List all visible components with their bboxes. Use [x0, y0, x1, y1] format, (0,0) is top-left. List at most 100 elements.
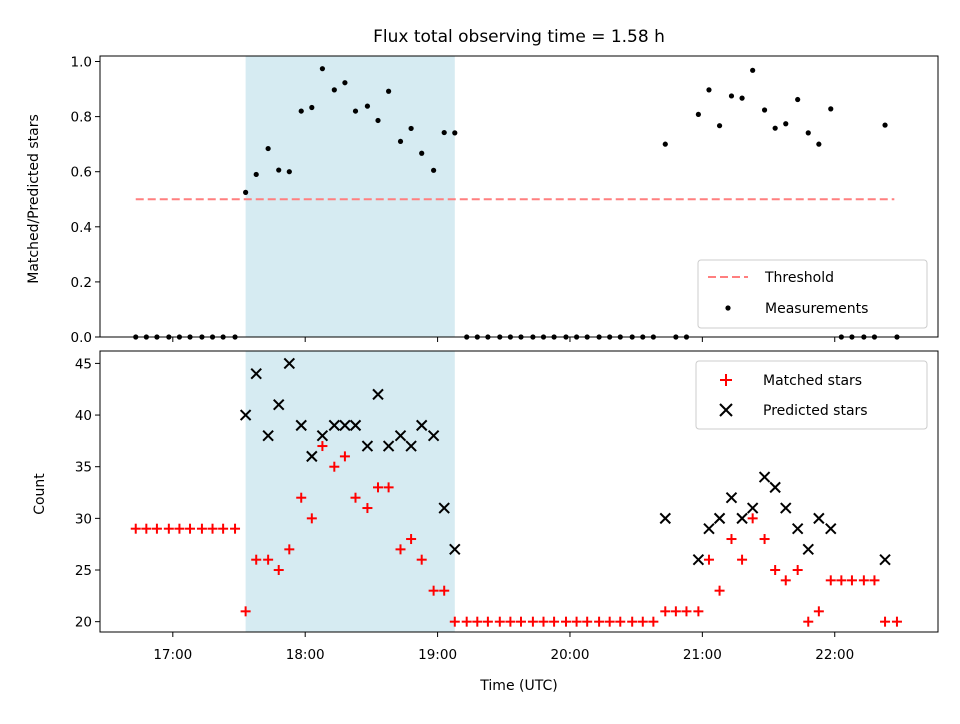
matched-legend-swatch: [720, 374, 732, 386]
measurements-point: [431, 167, 437, 173]
measurements-point: [352, 108, 359, 114]
predicted-stars-point: [295, 419, 307, 432]
predicted-stars-point: [438, 502, 450, 514]
chart-title: Flux total observing time = 1.58 h: [373, 27, 665, 47]
measurements-point: [739, 95, 745, 101]
ratio-y-tick-label: 0.4: [71, 220, 92, 236]
matched-stars-point: [803, 616, 814, 627]
predicted-stars-point: [427, 430, 440, 442]
matched-stars-point: [880, 616, 891, 627]
matched-stars-point: [263, 554, 274, 565]
predicted-stars-point: [692, 553, 705, 566]
matched-stars-point: [185, 523, 196, 534]
matched-stars-point: [141, 523, 152, 534]
matched-stars-point: [505, 616, 516, 627]
matched-stars-point: [703, 554, 714, 565]
matched-stars-point: [615, 616, 626, 627]
matched-stars-point: [571, 616, 582, 627]
predicted-stars-point: [273, 399, 285, 411]
matched-stars-point: [527, 616, 538, 627]
predicted-stars-point: [725, 491, 738, 504]
predicted-stars-point: [283, 357, 296, 370]
matched-stars-point: [163, 523, 174, 534]
matched-stars-point: [273, 565, 284, 576]
x-tick-label: 22:00: [815, 647, 854, 663]
predicted-stars-point: [449, 543, 461, 556]
matched-stars-point: [472, 616, 483, 627]
predicted-stars-point: [713, 512, 726, 525]
measurements-point: [452, 130, 458, 136]
predicted-stars-point: [415, 419, 428, 432]
threshold-legend-label: Threshold: [764, 270, 834, 286]
measurements-point: [309, 104, 315, 111]
x-tick-label: 19:00: [418, 647, 457, 663]
x-tick-label: 21:00: [683, 647, 722, 663]
measurements-point: [805, 130, 811, 136]
ratio-legend-box: [697, 259, 928, 329]
counts-panel-frame: [99, 350, 939, 633]
matched-stars-point: [714, 585, 725, 596]
matched-stars-point: [515, 616, 526, 627]
measurements-point: [298, 108, 304, 114]
predicted-stars-point: [361, 440, 374, 452]
measurements-point: [695, 111, 701, 118]
matched-stars-point: [726, 534, 737, 545]
matched-legend-label: Matched stars: [763, 373, 862, 389]
predicted-stars-point: [736, 512, 748, 525]
measurements-point: [772, 125, 778, 131]
matched-stars-point: [284, 544, 295, 555]
matched-stars-point: [780, 575, 791, 586]
ratio-panel: 0.0 0.2 0.4 0.6 0.8 1.0 Matched/Predicted sta…: [26, 55, 939, 346]
x-tick-label: 18:00: [286, 647, 325, 663]
counts-panel: 20 25 30 35 40 45 17:00 18:00 19:00 20:00 21:00 22…: [32, 350, 939, 663]
predicted-stars-point: [780, 502, 792, 514]
measurements-point: [331, 87, 337, 93]
ratio-y-tick-label: 0.8: [71, 110, 92, 126]
matched-stars-point: [339, 451, 350, 462]
matched-stars-point: [770, 565, 781, 576]
counts-legend: Matched stars Predicted stars: [695, 360, 928, 430]
counts-y-tick-label: 30: [75, 511, 92, 527]
measurements-point: [243, 189, 249, 195]
ratio-legend: Threshold Measurements: [697, 259, 928, 329]
x-tick-label: 17:00: [153, 647, 192, 663]
matched-stars-point: [406, 534, 417, 545]
matched-stars-point: [251, 554, 262, 565]
ratio-panel-x-ticks: [172, 337, 836, 342]
matched-stars-point: [174, 523, 185, 534]
matched-stars-point: [362, 503, 373, 514]
ratio-y-tick-label: 1.0: [71, 55, 92, 71]
measurements-point: [253, 171, 259, 178]
predicted-stars-point: [791, 522, 804, 535]
counts-y-tick-label: 20: [75, 615, 92, 631]
matched-stars-point: [549, 616, 560, 627]
counts-panel-shaded-interval: [245, 351, 455, 632]
ratio-y-tick-label: 0.6: [71, 165, 92, 181]
ratio-panel-frame: [99, 55, 939, 338]
measurements-point: [408, 125, 414, 132]
measurements-point: [816, 141, 822, 147]
ratio-panel-y-ticks: 0.0 0.2 0.4 0.6 0.8 1.0: [71, 55, 100, 346]
matched-stars-point: [737, 554, 748, 565]
matched-stars-point: [130, 523, 141, 534]
matched-stars-point: [681, 606, 692, 617]
predicted-stars-point: [262, 430, 274, 442]
predicted-stars-point: [316, 430, 329, 442]
matched-stars-point: [317, 441, 328, 452]
matched-stars-point: [846, 575, 857, 586]
measurements-legend-swatch: [725, 305, 731, 311]
counts-y-tick-label: 25: [75, 563, 92, 579]
matched-stars-point: [196, 523, 207, 534]
matched-stars-point: [482, 616, 493, 627]
x-axis-label: Time (UTC): [479, 678, 557, 694]
matched-stars-point: [825, 575, 836, 586]
predicted-stars-point: [802, 543, 814, 556]
measurements-point: [795, 96, 801, 103]
counts-y-tick-label: 40: [75, 408, 92, 424]
predicted-stars-point: [339, 419, 351, 432]
matched-stars-point: [207, 523, 218, 534]
ratio-y-tick-label: 0.2: [71, 275, 92, 291]
matched-stars-point: [240, 606, 251, 617]
matched-stars-point: [416, 554, 427, 565]
